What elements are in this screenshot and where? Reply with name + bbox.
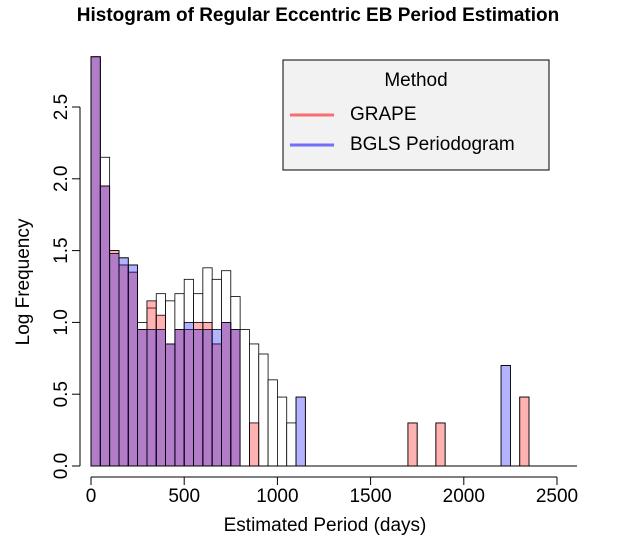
bar — [90, 56, 101, 467]
bar — [211, 329, 222, 467]
x-tick-label: 2000 — [443, 486, 485, 507]
bar — [118, 257, 129, 467]
bar — [267, 379, 278, 467]
bar — [109, 253, 120, 467]
bar — [407, 422, 418, 467]
y-tick-label: 2.0 — [51, 166, 72, 192]
y-tick-label: 2.5 — [51, 94, 72, 120]
x-tick-label: 2500 — [536, 486, 578, 507]
bar — [165, 343, 176, 467]
bar — [519, 396, 530, 467]
bar — [183, 321, 194, 467]
bar — [146, 329, 157, 467]
bar — [295, 396, 306, 467]
bar — [435, 422, 446, 467]
bar — [174, 329, 185, 467]
bar — [127, 264, 138, 467]
bar — [221, 321, 232, 467]
y-tick-label: 0.5 — [51, 381, 72, 407]
chart-title: Histogram of Regular Eccentric EB Period… — [77, 5, 560, 26]
bar — [230, 329, 241, 467]
bar — [155, 329, 166, 467]
x-tick-label: 1500 — [349, 486, 391, 507]
bar — [286, 422, 297, 467]
legend-title: Method — [384, 70, 447, 91]
x-tick-label: 1000 — [256, 486, 298, 507]
y-tick-label: 1.0 — [51, 309, 72, 335]
legend-label: GRAPE — [350, 104, 417, 125]
bar — [239, 329, 250, 467]
legend-label: BGLS Periodogram — [350, 134, 515, 155]
x-tick-label: 500 — [168, 486, 200, 507]
x-axis-label: Estimated Period (days) — [224, 515, 427, 536]
x-tick-label: 0 — [86, 486, 97, 507]
bar — [258, 353, 269, 467]
bar — [99, 185, 111, 467]
bar — [137, 329, 148, 467]
y-tick-label: 1.5 — [51, 237, 72, 263]
y-tick-label: 0.0 — [51, 453, 72, 479]
bar — [202, 329, 213, 467]
bar — [193, 329, 204, 467]
bar — [500, 365, 511, 467]
bar — [276, 396, 288, 467]
bar — [249, 422, 260, 467]
y-axis-label: Log Frequency — [13, 218, 34, 345]
